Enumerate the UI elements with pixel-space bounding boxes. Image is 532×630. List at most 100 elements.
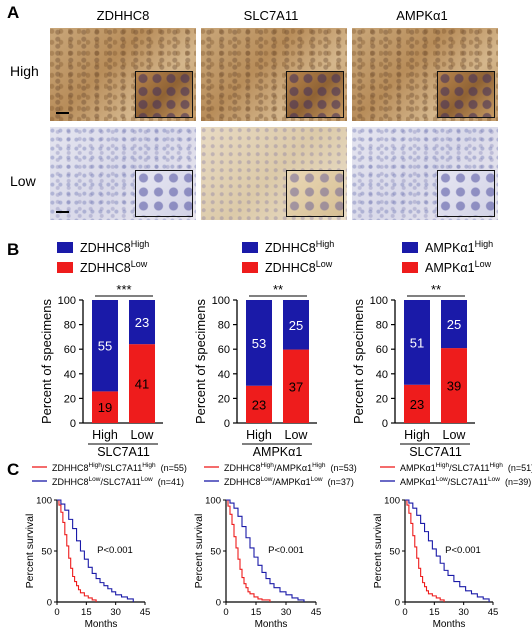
y-tick-label: 20	[64, 393, 76, 405]
bar-low-count: 19	[98, 400, 112, 415]
bar-high-count: 25	[447, 317, 461, 332]
legend-label-sup: High	[489, 462, 503, 469]
bar-high-segment	[246, 300, 272, 386]
x-tick-label: 0	[402, 607, 407, 618]
legend-label-sup: Low	[131, 259, 148, 269]
scale-bar	[56, 111, 69, 114]
y-tick-label: 0	[224, 418, 230, 430]
y-tick-label: 20	[218, 393, 230, 405]
legend-label-sup: Low	[261, 476, 273, 483]
legend-label: AMPKα1High	[425, 240, 493, 255]
y-tick-label: 50	[41, 547, 52, 558]
bar-high-count: 55	[98, 339, 112, 354]
legend-label-base: AMPKα1	[425, 261, 475, 275]
category-label: Low	[285, 428, 309, 442]
survival-curve-high	[57, 499, 97, 602]
bar-high-count: 51	[410, 335, 424, 350]
x-tick-label: 15	[81, 607, 92, 618]
legend-n: (n=39)	[505, 477, 531, 487]
y-tick-label: 80	[376, 320, 388, 332]
y-tick-label: 60	[218, 344, 230, 356]
bar-low-count: 41	[135, 377, 149, 392]
significance-stars: **	[273, 282, 283, 297]
legend-swatch	[402, 242, 418, 253]
legend-label-base: ZDHHC8	[224, 463, 261, 473]
bar-low-count: 23	[410, 397, 424, 412]
category-label: High	[246, 428, 272, 442]
legend-label: ZDHHC8High/AMPKα1High (n=53)	[224, 462, 357, 473]
y-axis-label: Percent of specimens	[39, 299, 54, 425]
legend-label: ZDHHC8High	[265, 240, 334, 255]
y-tick-label: 50	[389, 547, 400, 558]
y-tick-label: 40	[218, 369, 230, 381]
legend-label-sup: Low	[141, 476, 153, 483]
legend-label: ZDHHC8Low/AMPKα1Low (n=37)	[224, 476, 354, 487]
legend-label-base: ZDHHC8	[224, 477, 261, 487]
panel-label-c: C	[7, 460, 20, 479]
legend-label-sup: Low	[89, 476, 101, 483]
x-tick-label: 30	[110, 607, 121, 618]
category-label: High	[404, 428, 430, 442]
y-tick-label: 0	[216, 598, 221, 609]
ihc-image-slc7a11-high	[201, 28, 347, 121]
survival-charts: ZDHHC8High/SLC7A11High (n=55)ZDHHC8Low/SL…	[24, 462, 532, 630]
y-tick-label: 0	[70, 418, 76, 430]
legend-label: AMPKα1Low/SLC7A11Low (n=39)	[400, 476, 531, 487]
panel-label-b: B	[7, 240, 20, 259]
survival-curve-low	[405, 499, 490, 602]
y-tick-label: 50	[210, 547, 221, 558]
legend-n: (n=41)	[158, 477, 184, 487]
survival-curve-low	[57, 499, 134, 602]
inset-zoom	[437, 71, 495, 118]
legend-label-base: ZDHHC8	[80, 261, 131, 275]
y-axis-label: Percent survival	[24, 514, 36, 589]
legend-swatch	[242, 262, 258, 273]
y-axis-label: Percent survival	[193, 514, 205, 589]
significance-stars: **	[431, 282, 441, 297]
bar-high-count: 53	[252, 336, 266, 351]
y-tick-label: 40	[376, 369, 388, 381]
legend-label-sup: High	[312, 462, 326, 469]
bar-high-count: 25	[289, 318, 303, 333]
y-tick-label: 100	[205, 496, 221, 507]
legend-label: ZDHHC8Low	[80, 259, 148, 275]
y-tick-label: 100	[370, 295, 388, 307]
y-tick-label: 100	[36, 496, 52, 507]
y-tick-label: 0	[395, 598, 400, 609]
y-tick-label: 100	[384, 496, 400, 507]
legend-label-base: /SLC7A11	[449, 463, 489, 473]
y-tick-label: 80	[218, 320, 230, 332]
legend-label-sup: Low	[316, 259, 333, 269]
bar-high-segment	[404, 300, 430, 385]
survival-curve-low	[226, 499, 305, 602]
legend-label-base: ZDHHC8	[265, 241, 316, 255]
legend-swatch	[242, 242, 258, 253]
ihc-image-slc7a11-low	[201, 127, 347, 220]
x-axis-label: SLC7A11	[97, 445, 150, 459]
category-label: Low	[443, 428, 467, 442]
legend-label-base: /SLC7A11	[102, 463, 142, 473]
legend-label: ZDHHC8Low	[265, 259, 333, 275]
y-tick-label: 20	[376, 393, 388, 405]
bar-low-segment	[404, 384, 430, 423]
y-tick-label: 60	[376, 344, 388, 356]
y-axis-label: Percent of specimens	[351, 299, 366, 425]
legend-n: (n=51)	[508, 463, 532, 473]
legend-label-sup: High	[261, 462, 275, 469]
y-tick-label: 0	[47, 598, 52, 609]
y-tick-label: 100	[58, 295, 76, 307]
column-header-zdhhc8: ZDHHC8	[96, 8, 150, 23]
x-tick-label: 0	[54, 607, 59, 618]
legend-label: ZDHHC8High	[80, 240, 149, 255]
legend-label-sup: Low	[488, 476, 500, 483]
x-axis-label: Months	[255, 619, 288, 630]
legend-label-sup: High	[316, 240, 335, 249]
scale-bar	[56, 210, 69, 213]
legend-label-base: AMPKα1	[425, 241, 475, 255]
stacked-bar-charts: ZDHHC8HighZDHHC8LowZDHHC8HighZDHHC8LowAM…	[39, 240, 493, 459]
legend-label-base: /SLC7A11	[100, 477, 140, 487]
bar-low-count: 37	[289, 379, 303, 394]
legend-label-sup: Low	[311, 476, 323, 483]
bar-high-segment	[129, 300, 155, 345]
x-tick-label: 0	[223, 607, 228, 618]
